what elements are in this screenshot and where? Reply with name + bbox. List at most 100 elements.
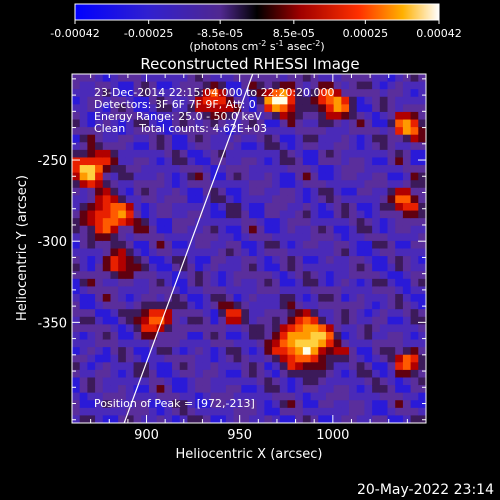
heatmap-cell	[364, 248, 373, 257]
heatmap-cell	[387, 187, 396, 196]
heatmap-cell	[372, 233, 381, 242]
heatmap-cell	[287, 362, 296, 371]
heatmap-cell	[264, 377, 273, 386]
heatmap-cell	[318, 134, 327, 143]
heatmap-cell	[172, 248, 181, 257]
heatmap-cell	[95, 74, 104, 83]
heatmap-cell	[102, 195, 112, 204]
heatmap-cell	[333, 301, 342, 310]
heatmap-cell	[310, 81, 319, 90]
heatmap-cell	[241, 180, 250, 189]
heatmap-cell	[264, 96, 273, 105]
heatmap-cell	[241, 119, 250, 128]
heatmap-cell	[172, 225, 181, 234]
heatmap-cell	[302, 210, 312, 219]
heatmap-cell	[302, 248, 312, 257]
heatmap-cell	[272, 119, 281, 128]
heatmap-cell	[349, 248, 358, 257]
heatmap-cell	[125, 172, 135, 181]
heatmap-cell	[118, 104, 127, 113]
heatmap-cell	[302, 354, 312, 363]
heatmap-cell	[256, 301, 265, 310]
heatmap-cell	[202, 271, 212, 280]
heatmap-cell	[325, 331, 335, 341]
heatmap-cell	[379, 369, 389, 379]
heatmap-cell	[156, 218, 165, 227]
heatmap-cell	[210, 74, 219, 83]
heatmap-cell	[310, 286, 319, 295]
heatmap-cell	[210, 407, 219, 417]
heatmap-cell	[372, 180, 381, 189]
heatmap-cell	[172, 301, 181, 310]
heatmap-cell	[195, 210, 204, 219]
heatmap-cell	[210, 286, 219, 295]
heatmap-cell	[195, 165, 204, 174]
heatmap-cell	[372, 294, 381, 303]
heatmap-cell	[187, 195, 196, 204]
heatmap-cell	[225, 127, 235, 136]
heatmap-cell	[72, 157, 81, 166]
heatmap-cell	[410, 104, 419, 113]
heatmap-cell	[118, 294, 127, 303]
heatmap-cell	[379, 89, 389, 98]
heatmap-cell	[156, 362, 165, 371]
heatmap-cell	[402, 127, 412, 136]
heatmap-cell	[118, 248, 127, 257]
heatmap-cell	[187, 210, 196, 219]
heatmap-cell	[172, 256, 181, 265]
heatmap-cell	[110, 119, 119, 128]
heatmap-cell	[264, 407, 273, 417]
heatmap-cell	[264, 119, 273, 128]
heatmap-cell	[156, 111, 165, 121]
heatmap-cell	[241, 369, 250, 379]
heatmap-cell	[418, 111, 426, 121]
heatmap-cell	[264, 165, 273, 174]
heatmap-cell	[264, 309, 273, 318]
heatmap-cell	[287, 233, 296, 242]
heatmap-cell	[156, 301, 165, 310]
heatmap-cell	[333, 407, 342, 417]
heatmap-cell	[302, 74, 312, 83]
heatmap-cell	[133, 180, 142, 189]
heatmap-cell	[172, 377, 181, 386]
heatmap-cell	[402, 134, 412, 143]
heatmap-cell	[102, 369, 112, 379]
heatmap-cell	[402, 263, 412, 272]
heatmap-cell	[187, 233, 196, 242]
heatmap-cell	[318, 104, 327, 113]
heatmap-cell	[402, 369, 412, 379]
heatmap-cell	[249, 240, 258, 250]
heatmap-cell	[133, 134, 142, 143]
heatmap-cell	[202, 165, 212, 174]
heatmap-cell	[310, 104, 319, 113]
heatmap-cell	[102, 187, 112, 196]
heatmap-cell	[179, 149, 189, 159]
heatmap-cell	[356, 233, 366, 242]
heatmap-cell	[218, 286, 227, 295]
heatmap-cell	[125, 331, 135, 341]
heatmap-cell	[349, 377, 358, 386]
heatmap-cell	[172, 309, 181, 318]
heatmap-cell	[356, 385, 366, 394]
heatmap-cell	[241, 316, 250, 325]
heatmap-cell	[272, 278, 281, 288]
heatmap-cell	[187, 385, 196, 394]
heatmap-cell	[95, 210, 104, 219]
heatmap-cell	[110, 407, 119, 417]
heatmap-cell	[272, 309, 281, 318]
heatmap-cell	[233, 339, 242, 348]
heatmap-cell	[79, 127, 88, 136]
heatmap-cell	[418, 157, 426, 166]
heatmap-cell	[156, 233, 165, 242]
heatmap-cell	[341, 369, 350, 379]
heatmap-cell	[225, 96, 235, 105]
heatmap-cell	[241, 301, 250, 310]
heatmap-cell	[133, 347, 142, 356]
heatmap-cell	[256, 392, 265, 401]
heatmap-cell	[379, 248, 389, 257]
heatmap-cell	[302, 165, 312, 174]
colorbar-tick-label: -0.00025	[124, 27, 173, 40]
heatmap-cell	[256, 165, 265, 174]
heatmap-cell	[349, 271, 358, 280]
heatmap-cell	[349, 400, 358, 409]
